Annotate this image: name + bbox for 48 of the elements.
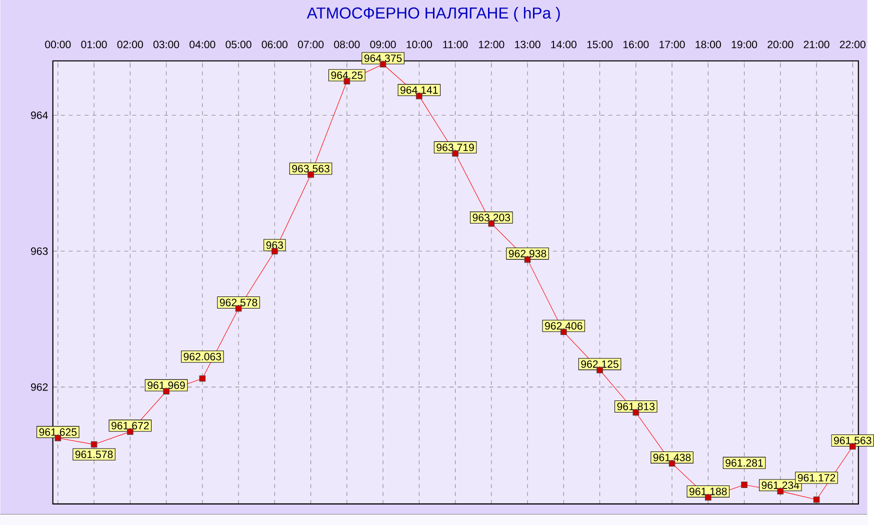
data-label: 961.625 [39,428,77,436]
data-label: 962.406 [545,322,582,330]
data-label: 964.375 [364,54,402,62]
y-tick-label: 962 [31,383,48,391]
x-tick-label: 17:00 [660,40,685,48]
data-label: 961.188 [690,488,727,496]
x-tick-label: 19:00 [732,40,758,48]
x-tick-label: 20:00 [768,40,794,48]
data-label: 963.203 [472,214,510,222]
data-label: 961.281 [726,459,763,467]
x-tick-label: 15:00 [587,40,613,48]
x-tick-label: 14:00 [551,40,576,48]
x-tick-label: 18:00 [696,40,721,48]
x-tick-label: 10:00 [406,40,432,48]
data-label: 961.172 [798,474,836,482]
data-label: 962.125 [581,360,618,368]
data-label: 962.063 [184,352,222,360]
data-label: 961.438 [653,454,691,462]
x-tick-label: 09:00 [370,40,396,48]
x-tick-label: 01:00 [81,40,107,48]
data-label: 964.141 [400,86,438,94]
x-tick-label: 02:00 [117,40,143,48]
x-tick-label: 11:00 [443,40,468,48]
data-label: 961.813 [617,402,655,410]
x-tick-label: 05:00 [226,40,252,48]
x-tick-label: 03:00 [153,40,180,48]
x-tick-label: 07:00 [298,40,324,48]
x-tick-label: 22:00 [840,40,866,48]
x-tick-label: 21:00 [804,40,830,48]
x-tick-label: 13:00 [515,40,540,48]
data-label: 962.938 [508,250,546,258]
x-tick-label: 08:00 [334,40,360,48]
data-label: 962.578 [220,298,258,306]
data-label: 961.969 [148,382,185,390]
y-tick-label: 963 [31,247,48,255]
data-label: 963.563 [292,164,330,172]
data-label: 961.672 [112,422,149,430]
x-tick-label: 12:00 [478,40,504,48]
y-tick-label: 964 [31,112,48,120]
chart-title: АТМОСФЕРНО НАЛЯГАНЕ ( hPa ) [306,7,560,22]
x-tick-label: 06:00 [262,40,288,48]
x-tick-label: 04:00 [190,40,216,48]
data-label: 961.563 [834,436,872,444]
data-label: 963.719 [436,144,474,152]
data-label: 961.578 [75,450,113,458]
x-tick-label: 16:00 [623,40,649,48]
data-label: 964.25 [331,72,363,80]
x-tick-label: 00:00 [45,40,71,48]
